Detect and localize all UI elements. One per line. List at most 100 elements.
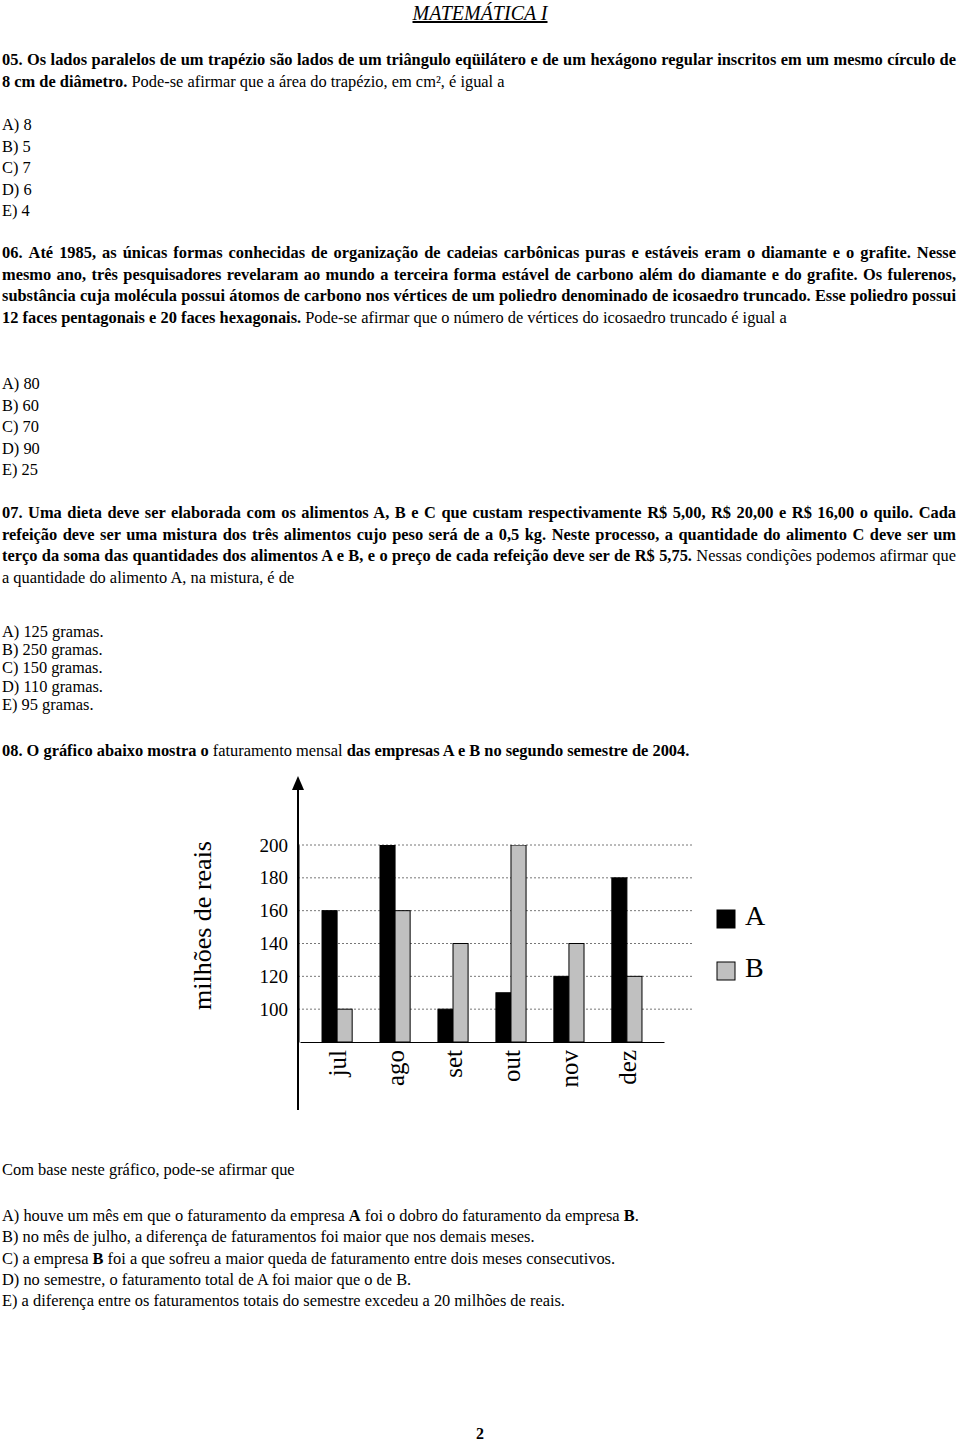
axis-arrow-line [297,782,299,1110]
grid-line [298,845,692,846]
y-tick-label: 100 [260,999,289,1020]
options: A) 8B) 5C) 7D) 6E) 4 [2,114,956,222]
x-tick-label: set [440,1050,467,1078]
question-number: 08. [2,741,23,760]
bar [453,944,468,1043]
x-tick-label: jul [324,1050,351,1077]
bar [612,878,627,1042]
chart: 100120140160180200julagosetoutnovdezmilh… [0,760,960,1140]
option-part: B [624,1206,635,1225]
question-text-part: faturamento mensal [213,741,343,760]
bar [395,911,410,1042]
option-part: C) a empresa [2,1249,93,1268]
question-text: 08. O gráfico abaixo mostra o faturament… [2,740,956,762]
option: A) houve um mês em que o faturamento da … [2,1205,956,1226]
bars [322,845,642,1042]
options: A) 80B) 60C) 70D) 90E) 25 [2,373,956,481]
question-text-part: das empresas A e B no segundo semestre d… [347,741,690,760]
grid-line [298,910,692,911]
option: B) no mês de julho, a diferença de fatur… [2,1226,956,1247]
bar [554,976,569,1042]
container [209,741,213,760]
bar [511,845,526,1042]
page-number: 2 [0,1425,960,1442]
option: B) 60 [2,395,956,417]
y-tick-label: 200 [260,835,289,856]
y-tick: 120 [260,966,299,987]
container [23,741,27,760]
y-axis: 100 120 140 160 180 200 [260,835,299,1043]
x-tick: out [498,1042,525,1082]
option: B) 250 gramas. [2,641,956,659]
y-tick: 100 [260,999,299,1020]
bar [569,944,584,1043]
page: MATEMÁTICA I05. Os lados paralelos de um… [0,0,960,1442]
grid-line [298,877,692,878]
option-part: foi o dobro do faturamento da empresa [361,1206,624,1225]
y-tick-label: 180 [260,867,289,888]
x-axis-line [301,1042,665,1043]
option-part: D) no semestre, o faturamento total de A… [2,1270,411,1289]
option-part: . [635,1206,639,1225]
y-tick: 200 [260,835,299,856]
container [127,72,131,91]
option: A) 80 [2,373,956,395]
legend-swatch [717,962,735,980]
legend-swatch [717,910,735,928]
x-tick-label: out [498,1050,525,1082]
option-part: B [93,1249,104,1268]
question-text: 06. Até 1985, as únicas formas conhecida… [2,242,956,329]
container [23,50,28,69]
option-part: A) houve um mês em que o faturamento da … [2,1206,349,1225]
grid-line [298,943,692,944]
option: E) 4 [2,200,956,222]
chart-intro: Com base neste gráfico, pode-se afirmar … [2,1159,956,1181]
x-axis: julagosetoutnovdez [301,1042,665,1088]
question-number: 07. [2,503,23,522]
y-tick-label: 140 [260,933,289,954]
container [343,741,347,760]
y-tick: 180 [260,867,299,888]
bar [627,976,642,1042]
axis-arrow [292,776,304,1110]
y-tick-label: 160 [260,900,289,921]
legend-label: A [745,900,766,931]
x-tick-label: dez [614,1050,641,1085]
question-text-part: Pode-se afirmar que a área do trapézio, … [131,72,504,91]
bar [337,1009,352,1042]
option-part: E) a diferença entre os faturamentos tot… [2,1291,565,1310]
option: A) 8 [2,114,956,136]
option: B) 5 [2,136,956,158]
legend: AB [717,900,766,983]
y-tick: 160 [260,900,299,921]
option: C) 7 [2,157,956,179]
options: A) 125 gramas.B) 250 gramas.C) 150 grama… [2,623,956,714]
option: D) 90 [2,438,956,460]
option: D) 6 [2,179,956,201]
container [301,308,305,327]
header-title: MATEMÁTICA I [0,2,960,25]
x-tick: ago [382,1042,409,1086]
container [692,546,696,565]
option: E) a diferença entre os faturamentos tot… [2,1290,956,1311]
option-part: A [349,1206,361,1225]
legend-label: B [745,952,764,983]
legend-item: B [717,952,764,983]
y-axis-line [298,846,300,1043]
question-text: 07. Uma dieta deve ser elaborada com os … [2,502,956,589]
bar [380,845,395,1042]
x-tick: set [440,1042,467,1078]
option-part: B) no mês de julho, a diferença de fatur… [2,1227,535,1246]
option: A) 125 gramas. [2,623,956,641]
container [23,503,29,522]
bar [496,993,511,1042]
question-number: 06. [2,243,23,262]
bar [438,1009,453,1042]
bar [322,911,337,1042]
option: C) a empresa B foi a que sofreu a maior … [2,1248,956,1269]
question-text-part: O gráfico abaixo mostra o [27,741,209,760]
question-number: 05. [2,50,23,69]
y-tick-label: 120 [260,966,289,987]
legend-item: A [717,900,766,931]
x-tick-label: ago [382,1050,409,1086]
